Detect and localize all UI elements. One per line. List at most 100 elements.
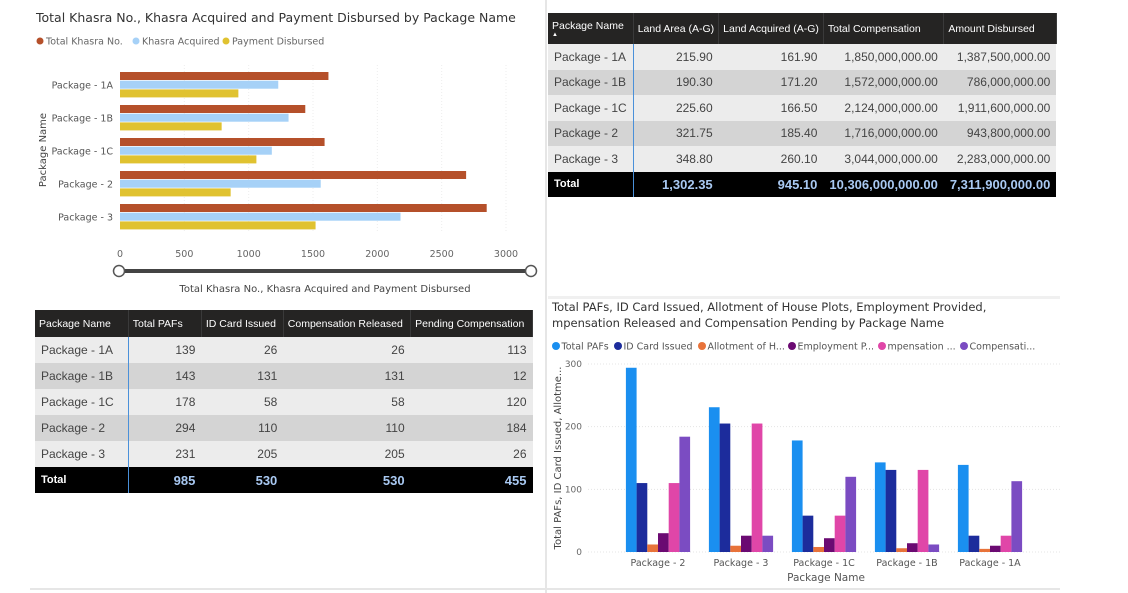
bar-payment-disbursed-package-1c[interactable] — [120, 155, 257, 164]
total-row[interactable]: Total 1,302.35 945.10 10,306,000,000.00 7,31… — [548, 171, 1057, 197]
value-cell: 3,044,000,000.00 — [823, 146, 944, 172]
bar-total-pafs-package-2[interactable] — [625, 367, 637, 552]
bar-employment-p--package-1a[interactable] — [990, 545, 1001, 552]
y-tick-label: 200 — [565, 423, 582, 433]
legend-label[interactable]: Compensati... — [970, 342, 1036, 353]
slider-handle-right[interactable] — [524, 264, 538, 278]
value-cell: 1,302.35 — [633, 171, 719, 197]
table-row[interactable]: Package - 1A 215.90 161.90 1,850,000,000.00… — [548, 44, 1057, 70]
legend-label[interactable]: ID Card Issued — [624, 342, 693, 353]
column-header-land-area-a-g-[interactable]: Land Area (A-G) — [633, 13, 720, 44]
bar-id-card-issued-package-3[interactable] — [719, 423, 731, 552]
bar-allotment-of-h--package-1b[interactable] — [896, 548, 907, 552]
legend-label[interactable]: Total PAFs — [561, 342, 609, 353]
bar-allotment-of-h--package-1a[interactable] — [979, 548, 990, 552]
table-row[interactable]: Package - 2 321.75 185.40 1,716,000,000.00 9… — [548, 120, 1057, 146]
value-cell: 12 — [410, 363, 533, 389]
bar-payment-disbursed-package-1b[interactable] — [120, 122, 222, 131]
bar-khasra-acquired-package-1a[interactable] — [120, 80, 279, 89]
slider-handle-left[interactable] — [112, 264, 126, 278]
legend-label[interactable]: Khasra Acquired — [142, 37, 220, 48]
total-row[interactable]: Total 985 530 530 455 — [35, 467, 533, 493]
bar-compensati--package-2[interactable] — [679, 436, 691, 552]
legend-label[interactable]: Allotment of H... — [708, 342, 785, 353]
bar-mpensation--package-3[interactable] — [751, 423, 763, 552]
table-row[interactable]: Package - 3 231 205 205 26 — [35, 441, 533, 467]
legend-marker — [132, 37, 140, 45]
y-category-label: Package - 1C — [51, 147, 113, 158]
column-header-pending-compensation[interactable]: Pending Compensation — [410, 310, 533, 337]
y-category-label: Package - 1A — [52, 81, 114, 92]
column-header-package-name[interactable]: Package Name ▲ — [548, 13, 634, 44]
bar-compensati--package-1a[interactable] — [1011, 481, 1023, 552]
bar-id-card-issued-package-1c[interactable] — [802, 515, 814, 552]
column-header-land-acquired-a-g-[interactable]: Land Acquired (A-G) — [718, 13, 824, 44]
bar-khasra-acquired-package-2[interactable] — [120, 179, 321, 188]
bar-compensati--package-1c[interactable] — [845, 476, 857, 552]
legend-label[interactable]: Employment P... — [798, 342, 875, 353]
value-cell: 10,306,000,000.00 — [823, 171, 944, 197]
value-cell: 1,387,500,000.00 — [943, 44, 1057, 70]
table-row[interactable]: Package - 1B 190.30 171.20 1,572,000,000.00… — [548, 69, 1057, 95]
table-row[interactable]: Package - 3 348.80 260.10 3,044,000,000.00 2… — [548, 146, 1057, 172]
bar-allotment-of-h--package-2[interactable] — [647, 544, 658, 552]
legend-marker — [878, 342, 886, 350]
bar-total-khasra-no--package-3[interactable] — [120, 204, 487, 212]
zoom-slider[interactable] — [112, 264, 538, 278]
value-cell: 26 — [201, 337, 284, 363]
legend-marker — [698, 342, 706, 350]
x-category-label: Package - 1B — [876, 558, 937, 569]
bar-allotment-of-h--package-1c[interactable] — [813, 546, 824, 552]
bar-compensati--package-3[interactable] — [762, 535, 774, 552]
legend-label[interactable]: Payment Disbursed — [232, 37, 324, 48]
legend-label[interactable]: mpensation ... — [888, 342, 956, 353]
bar-id-card-issued-package-1b[interactable] — [885, 469, 897, 552]
table-row[interactable]: Package - 2 294 110 110 184 — [35, 415, 533, 441]
bar-total-pafs-package-1a[interactable] — [957, 464, 969, 552]
bar-total-khasra-no--package-1a[interactable] — [120, 72, 329, 80]
table-row[interactable]: Package - 1C 225.60 166.50 2,124,000,000.00… — [548, 95, 1057, 121]
bar-employment-p--package-1c[interactable] — [824, 538, 835, 552]
value-cell: 58 — [283, 389, 411, 415]
x-tick-label: 2000 — [365, 249, 389, 260]
column-header-id-card-issued[interactable]: ID Card Issued — [201, 310, 284, 337]
column-header-amount-disbursed[interactable]: Amount Disbursed — [943, 13, 1057, 44]
bar-mpensation--package-1c[interactable] — [834, 515, 846, 552]
column-header-total-pafs[interactable]: Total PAFs — [128, 310, 202, 337]
bar-total-pafs-package-1b[interactable] — [874, 462, 886, 552]
bar-allotment-of-h--package-3[interactable] — [730, 545, 741, 552]
bar-id-card-issued-package-2[interactable] — [636, 483, 648, 552]
legend-label[interactable]: Total Khasra No. — [45, 37, 123, 48]
bar-payment-disbursed-package-1a[interactable] — [120, 89, 239, 98]
bar-employment-p--package-1b[interactable] — [907, 543, 918, 552]
bar-total-khasra-no--package-2[interactable] — [120, 171, 467, 179]
bar-employment-p--package-2[interactable] — [658, 533, 669, 552]
y-category-label: Package - 3 — [58, 213, 113, 224]
column-header-total-compensation[interactable]: Total Compensation — [823, 13, 945, 44]
value-cell: 139 — [128, 337, 202, 363]
column-header-compensation-released[interactable]: Compensation Released — [283, 310, 412, 337]
legend-marker — [614, 342, 622, 350]
bar-total-khasra-no--package-1b[interactable] — [120, 105, 306, 113]
bar-mpensation--package-1a[interactable] — [1000, 535, 1012, 552]
bar-compensati--package-1b[interactable] — [928, 544, 940, 552]
bar-employment-p--package-3[interactable] — [741, 535, 752, 552]
column-header-package-name[interactable]: Package Name — [35, 310, 129, 337]
bar-total-khasra-no--package-1c[interactable] — [120, 138, 325, 146]
value-cell: 205 — [283, 441, 411, 467]
bar-mpensation--package-2[interactable] — [668, 483, 680, 552]
value-cell: 205 — [201, 441, 284, 467]
bar-khasra-acquired-package-1b[interactable] — [120, 113, 289, 122]
bar-mpensation--package-1b[interactable] — [917, 469, 929, 552]
bar-total-pafs-package-3[interactable] — [708, 407, 720, 552]
table-row[interactable]: Package - 1B 143 131 131 12 — [35, 363, 533, 389]
bar-id-card-issued-package-1a[interactable] — [968, 535, 980, 552]
bar-total-pafs-package-1c[interactable] — [791, 440, 803, 552]
table-row[interactable]: Package - 1C 178 58 58 120 — [35, 389, 533, 415]
bar-khasra-acquired-package-1c[interactable] — [120, 146, 272, 155]
bar-payment-disbursed-package-3[interactable] — [120, 221, 316, 230]
sort-ascending-icon[interactable]: ▲ — [552, 31, 558, 38]
table-row[interactable]: Package - 1A 139 26 26 113 — [35, 337, 533, 363]
bar-payment-disbursed-package-2[interactable] — [120, 188, 231, 197]
bar-khasra-acquired-package-3[interactable] — [120, 212, 401, 221]
